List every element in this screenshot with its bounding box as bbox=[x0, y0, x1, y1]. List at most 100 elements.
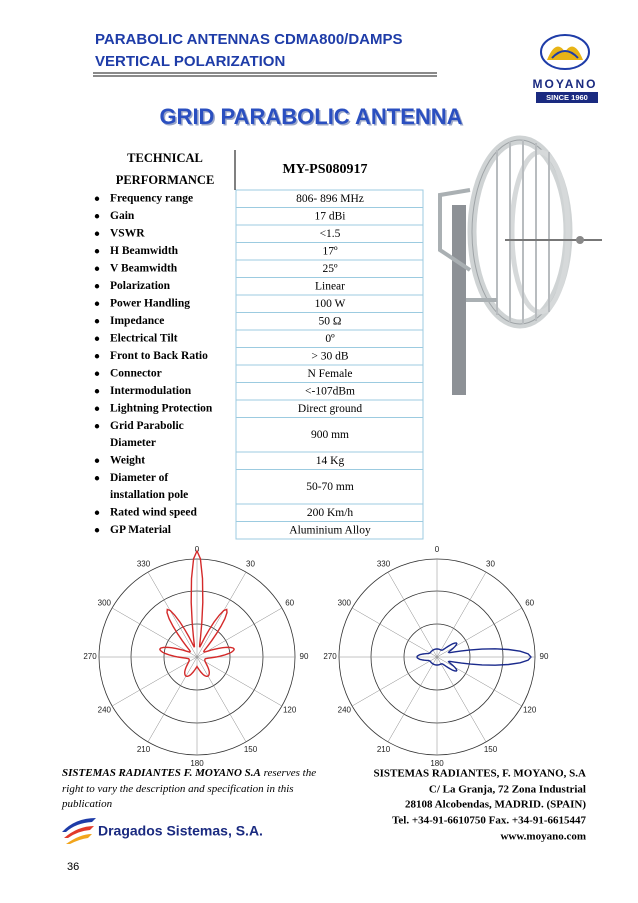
polar-spoke bbox=[196, 572, 247, 658]
table-header: MY-PS080917 bbox=[282, 162, 367, 177]
angle-label: 330 bbox=[377, 559, 391, 568]
polar-chart: 0 30 60 90 120 150 180 210 240 270 300 330 bbox=[323, 545, 549, 768]
spec-label: VSWR bbox=[110, 228, 145, 240]
polar-spoke bbox=[387, 572, 438, 658]
address-line: 28108 Alcobendas, MADRID. (SPAIN) bbox=[405, 799, 586, 811]
bullet bbox=[94, 301, 100, 306]
dragados-name: Dragados Sistemas, S.A. bbox=[98, 823, 263, 839]
spec-table: TECHNICAL PERFORMANCE MY-PS080917 Freque… bbox=[94, 150, 424, 540]
angle-label: 60 bbox=[285, 599, 294, 608]
polar-spoke bbox=[196, 607, 282, 658]
main-title-shadow: GRID PARABOLIC ANTENNA bbox=[161, 105, 464, 130]
angle-label: 210 bbox=[137, 745, 151, 754]
spec-value: 100 W bbox=[315, 298, 346, 310]
company: SISTEMAS RADIANTES F. MOYANO S.A bbox=[62, 767, 261, 779]
angle-label: 270 bbox=[83, 652, 97, 661]
spec-value: 50 Ω bbox=[319, 315, 342, 327]
bullet bbox=[94, 336, 100, 341]
disclaimer: SISTEMAS RADIANTES F. MOYANO S.A reserve… bbox=[62, 766, 317, 813]
spec-value: 806- 896 MHz bbox=[296, 193, 364, 205]
angle-label: 0 bbox=[435, 545, 440, 554]
bullet bbox=[94, 406, 100, 411]
bullet bbox=[94, 214, 100, 219]
address-line: Tel. +34-91-6610750 Fax. +34-91-6615447 bbox=[392, 815, 586, 827]
spec-label: Lightning Protection bbox=[110, 403, 213, 415]
radiation-pattern bbox=[158, 549, 236, 677]
main-title: GRID PARABOLIC ANTENNA bbox=[159, 104, 462, 129]
polar-spoke bbox=[352, 656, 438, 707]
angle-label: 30 bbox=[486, 559, 495, 568]
radiation-pattern bbox=[416, 642, 532, 672]
polar-spoke bbox=[147, 656, 198, 742]
spec-label: Polarization bbox=[110, 280, 171, 292]
polar-spoke bbox=[196, 656, 247, 742]
spec-label: V Beamwidth bbox=[110, 263, 178, 275]
address-line: C/ La Granja, 72 Zona Industrial bbox=[429, 784, 586, 796]
table-header: TECHNICAL bbox=[127, 151, 203, 165]
page-number: 36 bbox=[67, 861, 79, 873]
spec-value: N Female bbox=[307, 368, 352, 380]
spec-label: Weight bbox=[110, 455, 145, 467]
angle-label: 90 bbox=[540, 652, 549, 661]
polar-spoke bbox=[436, 607, 522, 658]
angle-label: 120 bbox=[523, 706, 537, 715]
angle-label: 30 bbox=[246, 559, 255, 568]
spec-value: 200 Km/h bbox=[307, 507, 354, 519]
angle-label: 210 bbox=[377, 745, 391, 754]
angle-label: 60 bbox=[525, 599, 534, 608]
spec-label: Rated wind speed bbox=[110, 507, 198, 519]
spec-value: <1.5 bbox=[320, 228, 341, 240]
spec-label: Impedance bbox=[110, 315, 164, 327]
spec-label: installation pole bbox=[110, 489, 188, 501]
polar-spoke bbox=[436, 656, 522, 707]
bullet bbox=[94, 528, 100, 533]
spec-value: <-107dBm bbox=[305, 385, 355, 397]
disclaimer-text: reserves the right to vary the descripti… bbox=[62, 767, 317, 810]
bullet bbox=[94, 266, 100, 271]
angle-label: 150 bbox=[484, 745, 498, 754]
spec-value: 14 Kg bbox=[316, 455, 345, 467]
angle-label: 240 bbox=[338, 706, 352, 715]
spec-value: 0º bbox=[325, 333, 335, 345]
polar-spoke bbox=[436, 572, 487, 658]
polar-chart: 0 30 60 90 120 150 180 210 240 270 300 330 bbox=[83, 545, 309, 768]
polar-spoke bbox=[387, 656, 438, 742]
logo: MOYANO SINCE 1960 bbox=[533, 34, 598, 103]
bullet bbox=[94, 249, 100, 254]
spec-label: Electrical Tilt bbox=[110, 333, 178, 345]
logo-name: MOYANO bbox=[533, 77, 598, 91]
header-line: VERTICAL POLARIZATION bbox=[95, 53, 285, 70]
polar-spoke bbox=[352, 607, 438, 658]
spec-value: > 30 dB bbox=[311, 350, 348, 362]
address-line: www.moyano.com bbox=[500, 831, 586, 843]
angle-label: 240 bbox=[98, 706, 112, 715]
spec-value: 17 dBi bbox=[315, 210, 346, 222]
bullet bbox=[94, 231, 100, 236]
spec-value: 17º bbox=[322, 245, 338, 257]
angle-label: 300 bbox=[338, 599, 352, 608]
angle-label: 150 bbox=[244, 745, 258, 754]
angle-label: 270 bbox=[323, 652, 337, 661]
bullet bbox=[94, 196, 100, 201]
spec-label: Grid Parabolic bbox=[110, 420, 184, 432]
polar-spoke bbox=[112, 656, 198, 707]
angle-label: 330 bbox=[137, 559, 151, 568]
angle-label: 120 bbox=[283, 706, 297, 715]
bullet bbox=[94, 424, 100, 429]
dragados-logo: Dragados Sistemas, S.A. bbox=[62, 818, 263, 844]
logo-since: SINCE 1960 bbox=[546, 93, 588, 102]
bullet bbox=[94, 284, 100, 289]
antenna-photo bbox=[438, 135, 602, 395]
spec-value: 50-70 mm bbox=[306, 481, 354, 493]
spec-value: 900 mm bbox=[311, 429, 349, 441]
table-header: PERFORMANCE bbox=[116, 173, 215, 187]
polar-spoke bbox=[112, 607, 198, 658]
angle-label: 300 bbox=[98, 599, 112, 608]
angle-label: 90 bbox=[300, 652, 309, 661]
spec-value: Linear bbox=[315, 280, 345, 292]
bullet bbox=[94, 319, 100, 324]
spec-label: Connector bbox=[110, 368, 162, 380]
spec-label: Diameter bbox=[110, 437, 156, 449]
